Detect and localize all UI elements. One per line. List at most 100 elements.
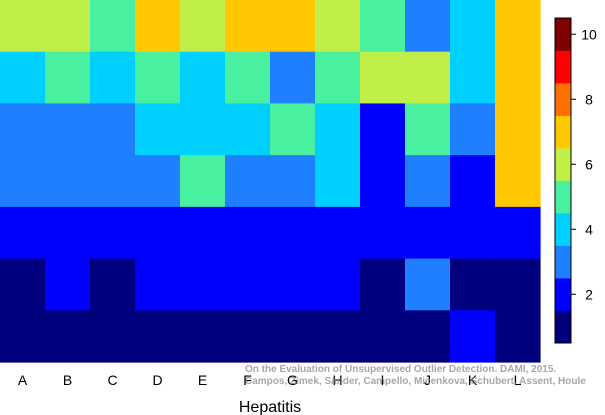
heatmap-cell-D-7 [135, 310, 181, 363]
heatmap-cell-F-5 [225, 206, 271, 260]
heatmap-cell-F-1 [225, 0, 271, 53]
heatmap-cell-A-7 [0, 310, 46, 363]
heatmap-cell-F-3 [225, 103, 271, 156]
colorbar-tick-labels: 2 4 6 8 10 [571, 26, 597, 302]
heatmap-cell-C-3 [90, 103, 136, 156]
heatmap-cell-B-3 [45, 103, 91, 156]
heatmap-cell-A-5 [0, 206, 46, 260]
colorbar-segment-4 [555, 213, 571, 246]
colorbar-tick-label-4: 4 [585, 221, 593, 237]
heatmap-cell-L-2 [495, 51, 541, 105]
heatmap-cell-L-7 [495, 310, 541, 363]
watermark-line-1: On the Evaluation of Unsupervised Outlie… [245, 364, 556, 375]
heatmap-cell-B-1 [45, 0, 91, 53]
heatmap-cell-F-2 [225, 51, 271, 105]
heatmap-cell-K-2 [450, 51, 496, 105]
heatmap-cell-J-4 [405, 155, 451, 208]
heatmap-cell-C-2 [90, 51, 136, 105]
heatmap-cell-E-5 [180, 206, 226, 260]
heatmap-cell-B-7 [45, 310, 91, 363]
heatmap-cell-G-3 [270, 103, 316, 156]
heatmap-cell-E-2 [180, 51, 226, 105]
heatmap-cell-I-2 [360, 51, 406, 105]
heatmap-cell-H-1 [315, 0, 361, 53]
heatmap-cell-D-6 [135, 258, 181, 311]
heatmap-cell-H-7 [315, 310, 361, 363]
heatmap-cell-J-1 [405, 0, 451, 53]
heatmap-cell-J-6 [405, 258, 451, 311]
x-tick-label-L: L [514, 372, 522, 388]
colorbar-segment-9 [555, 50, 571, 84]
watermark-line-2: Campos, Zimek, Sander, Campello, Micenko… [245, 376, 586, 387]
colorbar-segment-5 [555, 180, 571, 214]
heatmap-cell-A-3 [0, 103, 46, 156]
heatmap-cell-E-1 [180, 0, 226, 53]
heatmap-cell-J-2 [405, 51, 451, 105]
heatmap-cell-F-7 [225, 310, 271, 363]
heatmap-cell-L-5 [495, 206, 541, 260]
heatmap-cell-C-1 [90, 0, 136, 53]
x-tick-label-A: A [18, 372, 28, 388]
colorbar-segment-2 [555, 278, 571, 311]
heatmap-cell-K-6 [450, 258, 496, 311]
heatmap-cells [0, 0, 541, 363]
colorbar-segment-6 [555, 148, 571, 181]
x-tick-label-D: D [152, 372, 162, 388]
heatmap-cell-H-3 [315, 103, 361, 156]
colorbar-segment-10 [555, 18, 571, 51]
heatmap-cell-I-4 [360, 155, 406, 208]
heatmap-cell-G-1 [270, 0, 316, 53]
heatmap-cell-C-4 [90, 155, 136, 208]
heatmap-cell-A-2 [0, 51, 46, 105]
colorbar-segment-3 [555, 245, 571, 279]
x-tick-label-F: F [243, 372, 252, 388]
heatmap-cell-B-2 [45, 51, 91, 105]
heatmap-cell-H-6 [315, 258, 361, 311]
colorbar-tick-label-8: 8 [585, 91, 593, 107]
x-tick-labels: A B C D E F G H I J K L [18, 372, 522, 388]
x-tick-label-G: G [287, 372, 298, 388]
x-tick-label-E: E [198, 372, 207, 388]
colorbar-frame [554, 17, 572, 344]
heatmap-cell-H-5 [315, 206, 361, 260]
heatmap-cell-E-7 [180, 310, 226, 363]
heatmap-cell-K-4 [450, 155, 496, 208]
heatmap-cell-L-4 [495, 155, 541, 208]
heatmap-cell-D-1 [135, 0, 181, 53]
heatmap-cell-L-3 [495, 103, 541, 156]
x-axis-title: Hepatitis [239, 399, 301, 415]
heatmap-cell-B-4 [45, 155, 91, 208]
colorbar-tick-label-10: 10 [581, 26, 597, 42]
heatmap-cell-E-3 [180, 103, 226, 156]
heatmap-cell-G-6 [270, 258, 316, 311]
heatmap-cell-D-5 [135, 206, 181, 260]
heatmap-cell-K-5 [450, 206, 496, 260]
heatmap-cell-I-7 [360, 310, 406, 363]
heatmap-cell-A-6 [0, 258, 46, 311]
heatmap-cell-B-5 [45, 206, 91, 260]
heatmap-cell-L-1 [495, 0, 541, 53]
heatmap-cell-H-4 [315, 155, 361, 208]
heatmap-cell-D-3 [135, 103, 181, 156]
heatmap-cell-G-5 [270, 206, 316, 260]
heatmap-cell-I-1 [360, 0, 406, 53]
colorbar-tick-label-2: 2 [585, 286, 593, 302]
heatmap-cell-E-4 [180, 155, 226, 208]
heatmap-cell-L-6 [495, 258, 541, 311]
x-tick-label-I: I [381, 372, 385, 388]
heatmap-cell-J-3 [405, 103, 451, 156]
x-tick-label-J: J [424, 372, 431, 388]
colorbar-segment-8 [555, 83, 571, 116]
x-tick-label-B: B [63, 372, 72, 388]
heatmap-cell-F-6 [225, 258, 271, 311]
heatmap-cell-J-7 [405, 310, 451, 363]
heatmap-cell-C-6 [90, 258, 136, 311]
heatmap-cell-K-3 [450, 103, 496, 156]
heatmap-cell-H-2 [315, 51, 361, 105]
heatmap-cell-D-4 [135, 155, 181, 208]
heatmap-cell-D-2 [135, 51, 181, 105]
heatmap-cell-A-1 [0, 0, 46, 53]
colorbar-tick-label-6: 6 [585, 156, 593, 172]
heatmap-cell-C-5 [90, 206, 136, 260]
